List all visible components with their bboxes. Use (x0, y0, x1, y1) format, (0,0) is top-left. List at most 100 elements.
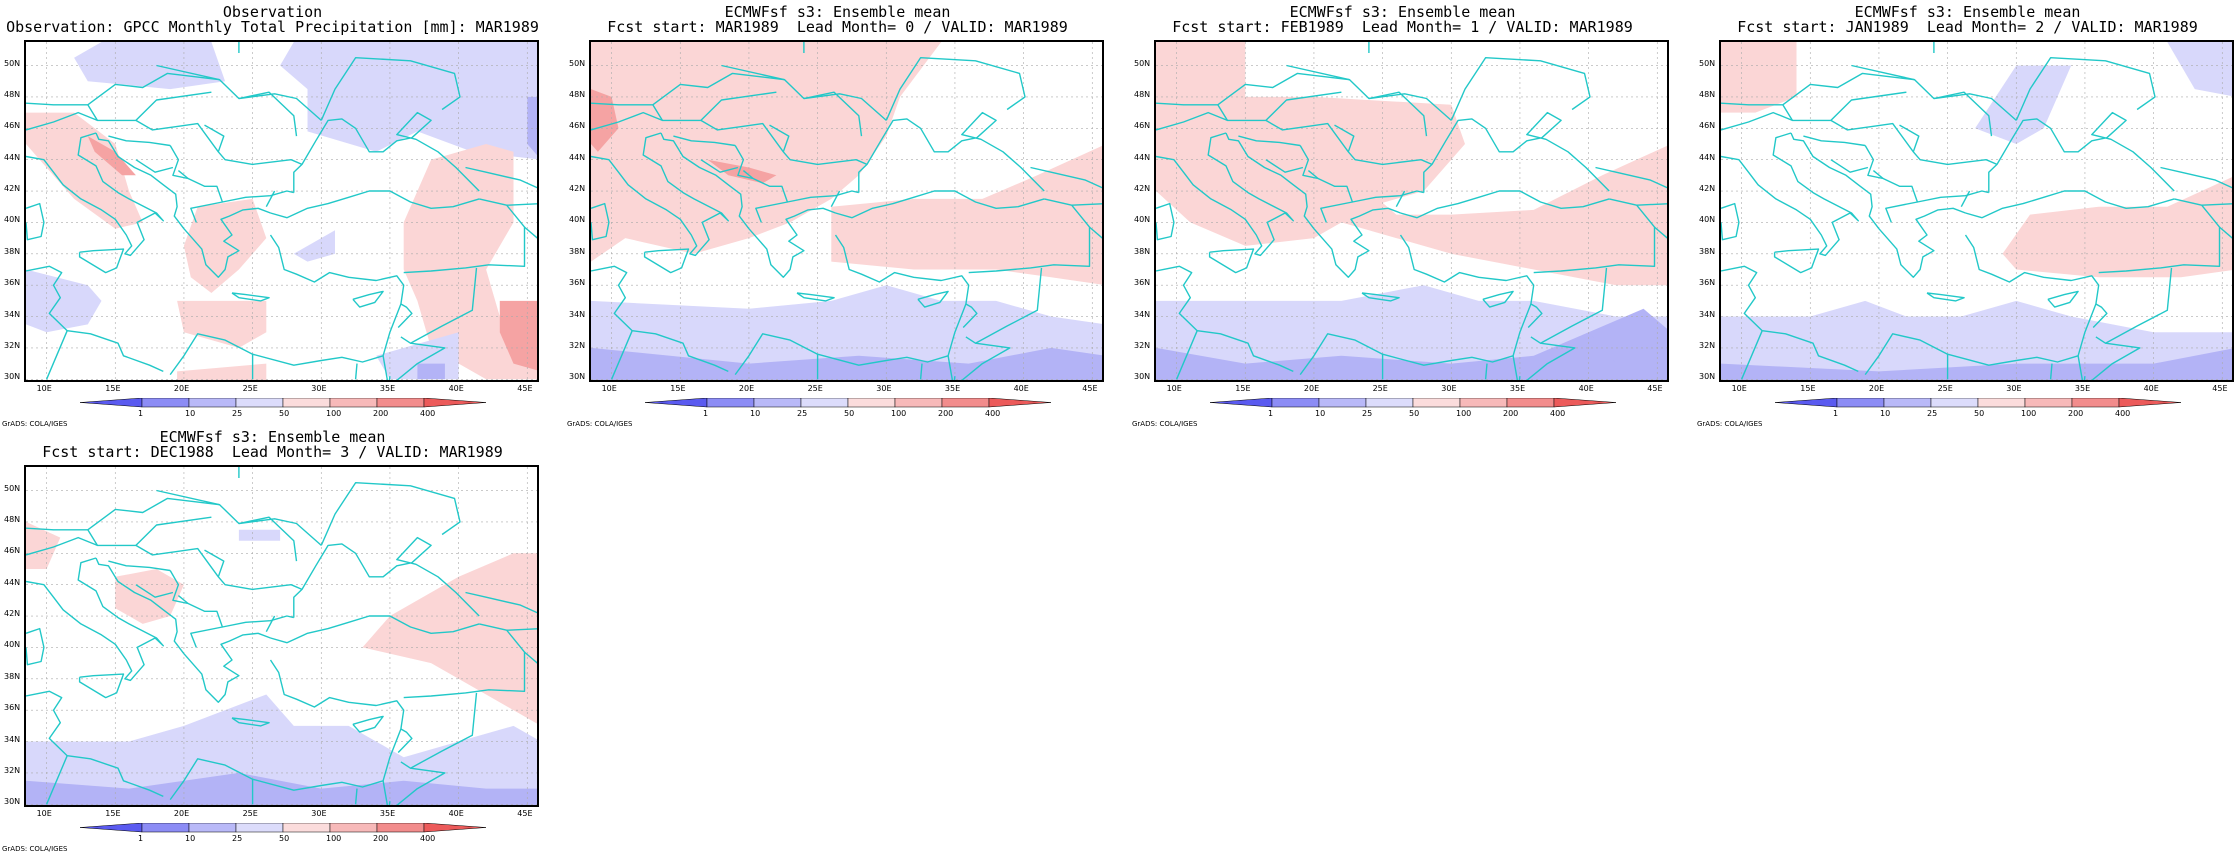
colorbar-label: 400 (1550, 409, 1566, 418)
colorbar-label: 400 (985, 409, 1001, 418)
coastline (1773, 248, 1820, 274)
lon-tick-label: 35E (379, 809, 396, 818)
coastline (1899, 124, 1920, 153)
map-canvas (1156, 42, 1667, 380)
coastline (265, 190, 276, 208)
lon-tick-label: 15E (670, 384, 686, 393)
coastline (962, 303, 978, 328)
lat-tick-label: 36N (4, 703, 21, 713)
coastline (26, 111, 98, 131)
panel-subtitle: Fcst start: JAN1989 Lead Month= 2 / VALI… (1737, 18, 2198, 36)
colorbar (80, 398, 486, 408)
precip-shade (26, 112, 143, 229)
coastline (1423, 111, 1610, 193)
colorbar-segment (847, 398, 896, 408)
coastline (1527, 303, 1543, 328)
coastline (135, 91, 212, 121)
grads-credit: GrADS: COLA/IGES (567, 420, 633, 428)
coastline (1654, 226, 1667, 239)
coastline (660, 132, 836, 279)
map-panel: ECMWFsf s3: Ensemble mean Fcst start: JAN… (1695, 0, 2240, 428)
colorbar-label: 25 (232, 834, 243, 843)
map-area (1154, 40, 1669, 382)
lon-tick-label: 25E (242, 384, 258, 393)
coastline (742, 170, 754, 180)
coastline (1782, 104, 1998, 166)
panel-title: ECMWFsf s3: Ensemble mean (1289, 3, 1516, 21)
coastline (238, 516, 298, 562)
coastline (1721, 132, 1860, 257)
coastline (2092, 303, 2108, 328)
coastline (26, 132, 165, 257)
coastline (177, 595, 189, 605)
coastline (643, 248, 690, 274)
coastline (1286, 64, 1350, 81)
colorbar-segment (2024, 398, 2073, 408)
lat-tick-label: 38N (569, 246, 586, 256)
coastline (1299, 234, 1535, 376)
precip-shade (499, 300, 537, 371)
colorbar-label: 400 (2115, 409, 2131, 418)
lat-tick-label: 36N (1134, 278, 1151, 288)
colorbar-label: 100 (326, 834, 342, 843)
panel-title: ECMWFsf s3: Ensemble mean (724, 3, 951, 21)
lat-tick-label: 42N (4, 609, 21, 619)
coastline (169, 659, 405, 801)
coastline (796, 292, 835, 302)
lon-tick-label: 45E (517, 384, 533, 393)
coastline (222, 190, 294, 203)
lat-tick-label: 40N (569, 215, 586, 225)
precip-shade (707, 159, 777, 184)
colorbar-segment (800, 398, 849, 408)
panel-subtitle: Fcst start: MAR1989 Lead Month= 0 / VALI… (607, 18, 1068, 36)
coastline (1721, 202, 1740, 241)
map-area (24, 465, 539, 807)
lat-tick-label: 48N (569, 89, 586, 99)
lat-tick-label: 36N (569, 278, 586, 288)
coastline (2049, 363, 2053, 380)
lon-tick-label: 10E (36, 809, 52, 818)
lat-tick-label: 50N (1134, 58, 1151, 68)
colorbar-label: 1 (1268, 409, 1274, 418)
grads-credit: GrADS: COLA/IGES (2, 845, 68, 853)
coastline (26, 627, 45, 666)
lon-tick-label: 40E (448, 384, 464, 393)
coastline (2015, 56, 2156, 121)
coastline (591, 111, 663, 131)
colorbar-segment (1318, 398, 1367, 408)
precip-shade (177, 363, 267, 380)
coastline (78, 673, 125, 699)
lat-tick-label: 50N (1699, 58, 1716, 68)
colorbar-label: 25 (1362, 409, 1373, 418)
coastline (265, 615, 276, 633)
coastline (169, 570, 224, 648)
coastline (1450, 56, 1591, 121)
coastline (1175, 330, 1198, 380)
lat-tick-label: 44N (4, 152, 21, 162)
coastline (87, 529, 303, 591)
lat-tick-label: 46N (1134, 121, 1151, 131)
map-panel: Observation Observation: GPCC Monthly Tot… (0, 0, 545, 428)
coastline (238, 91, 298, 137)
coastline (524, 651, 537, 664)
coastline (2083, 376, 2086, 380)
coastline (1482, 290, 1514, 308)
coastline (26, 202, 45, 241)
colorbar-segment (1930, 398, 1979, 408)
grads-credit: GrADS: COLA/IGES (1132, 420, 1198, 428)
lat-tick-label: 44N (4, 577, 21, 587)
panel-title: ECMWFsf s3: Ensemble mean (1854, 3, 2081, 21)
colorbar-segment (645, 398, 708, 408)
precip-shade (591, 285, 1102, 380)
colorbar-segment (706, 398, 755, 408)
coastline (1238, 135, 1301, 147)
colorbar-segment (235, 398, 284, 408)
lat-tick-label: 30N (569, 372, 586, 382)
colorbar-label: 200 (373, 409, 389, 418)
coastline (1965, 190, 2175, 219)
coastline (2095, 267, 2173, 344)
precip-shade (527, 96, 537, 156)
lon-tick-label: 45E (1082, 384, 1098, 393)
coastline (177, 170, 189, 180)
coastline (2077, 355, 2084, 380)
